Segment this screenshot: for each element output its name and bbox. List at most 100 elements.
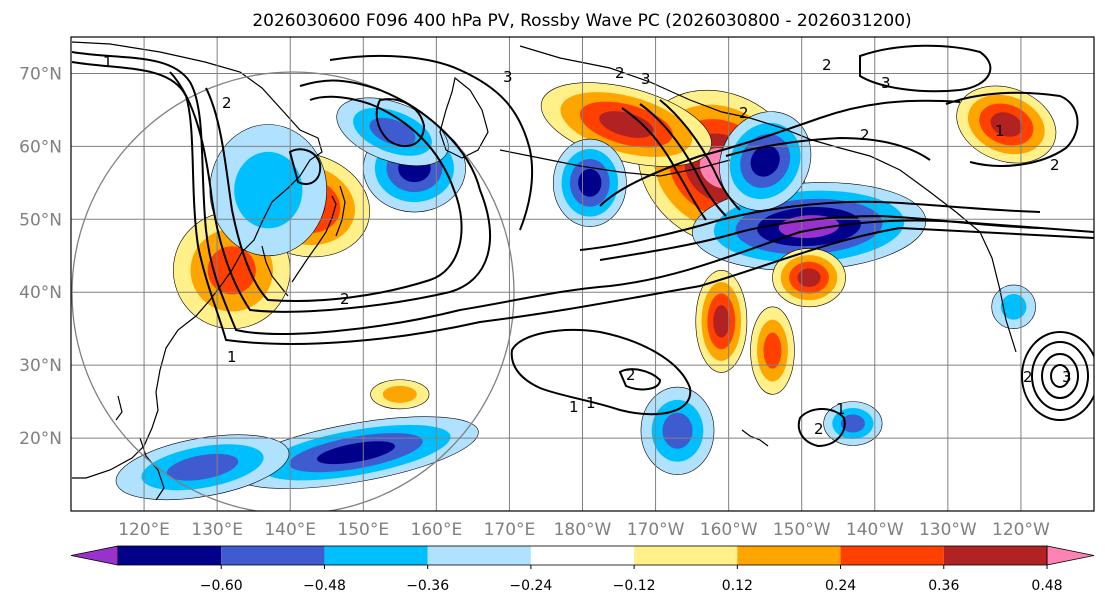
contour-label: 1: [586, 394, 596, 412]
colorbar-bin: [634, 546, 738, 565]
contour-label: 3: [641, 70, 651, 88]
pv-contour: [288, 148, 322, 185]
lon-tick-label: 150°W: [773, 520, 831, 540]
lat-tick-label: 50°N: [19, 210, 62, 230]
chart-title: 2026030600 F096 400 hPa PV, Rossby Wave …: [252, 11, 911, 31]
colorbar-bin: [943, 546, 1047, 565]
pc-shading-level: [840, 414, 865, 433]
contour-label: 2: [739, 104, 749, 122]
pv-contour: [329, 54, 534, 231]
coastline-korea: [261, 245, 289, 297]
pc-anomaly-negative: [823, 401, 883, 446]
lon-tick-label: 120°E: [118, 520, 170, 540]
contour-label: 2: [340, 290, 350, 308]
pc-shading-level: [797, 268, 821, 287]
contour-label: 2: [822, 56, 832, 74]
coastline-east-asia: [71, 41, 323, 479]
colorbar-tick-label: 0.36: [928, 578, 959, 594]
lon-tick-label: 180°W: [554, 520, 612, 540]
colorbar-bin: [530, 546, 635, 565]
pc-anomaly-positive: [956, 85, 1057, 164]
colorbar-tick-label: −0.36: [406, 578, 449, 594]
pv-contour: [621, 107, 707, 221]
pv-contour: [659, 99, 741, 211]
lon-tick-label: 130°E: [191, 520, 243, 540]
pc-shading-level: [763, 332, 782, 369]
coastline-taiwan: [115, 395, 123, 421]
colorbar-bin: [737, 546, 841, 565]
pv-contour: [618, 368, 662, 391]
lon-tick-label: 150°E: [337, 520, 389, 540]
lat-tick-label: 30°N: [19, 356, 62, 376]
colorbar-tick-label: −0.24: [509, 578, 552, 594]
coastline-alaska: [519, 45, 1017, 353]
pc-anomaly-negative: [209, 124, 328, 257]
latitude-labels: 70°N 60°N 50°N 40°N 30°N 20°N: [19, 64, 62, 449]
map-panel: 1 2 1 2 3 2 3 2 2 3 2 1 2 2 1 1 1 2 2 3: [71, 37, 1094, 511]
lon-tick-label: 160°E: [411, 520, 463, 540]
contour-label: 2: [222, 94, 232, 112]
contour-label: 1: [995, 122, 1005, 140]
colorbar-bin: [221, 546, 325, 565]
pc-shading-level: [317, 441, 395, 465]
colorbar-tick-label: −0.48: [303, 578, 346, 594]
longitude-labels: 120°E 130°E 140°E 150°E 160°E 170°E 180°W 170°W…: [118, 520, 1050, 540]
contour-label: 2: [814, 420, 824, 438]
colorbar-tick-label: 0.48: [1031, 578, 1062, 594]
lat-tick-label: 40°N: [19, 283, 62, 303]
pc-shading-level: [713, 305, 730, 338]
map-frame: [70, 36, 1095, 512]
coastlines: [71, 41, 1017, 501]
colorbar-tick-label: −0.12: [613, 578, 656, 594]
pc-shading-level: [1000, 294, 1027, 320]
contour-labels: 1 2 1 2 3 2 3 2 2 3 2 1 2 2 1 1 1 2 2 3: [103, 53, 1072, 438]
pc-anomaly-positive: [695, 270, 748, 373]
lat-tick-label: 20°N: [19, 429, 62, 449]
pv-contour: [71, 61, 1094, 345]
contour-label: 1: [103, 53, 113, 71]
pv-contour: [945, 91, 1079, 167]
pv-contour: [725, 136, 931, 161]
pc-anomaly-negative: [233, 416, 479, 489]
lon-tick-label: 140°W: [846, 520, 904, 540]
contour-label: 2: [1050, 156, 1060, 174]
pc-anomaly-positive: [750, 306, 795, 395]
coastline-sakhalin: [335, 185, 346, 237]
pc-shading-level: [369, 117, 416, 146]
colorbar-bin: [118, 546, 222, 565]
lon-tick-label: 120°W: [992, 520, 1050, 540]
pc-anomaly-negative: [719, 111, 812, 211]
pv-contour: [205, 87, 463, 303]
pv-contour: [169, 71, 491, 313]
pv-contour: [859, 44, 992, 93]
colorbar-bin: [840, 546, 944, 565]
pv-contour: [797, 408, 846, 448]
pc-shading-level: [662, 412, 693, 449]
contour-label: 3: [881, 74, 891, 92]
colorbar-extend-low: [70, 545, 119, 566]
pc-anomaly-positive: [370, 379, 430, 410]
pv-contour: [375, 98, 426, 148]
pv-contour: [1041, 353, 1079, 399]
lat-tick-label: 70°N: [19, 64, 62, 84]
coastline-japan: [291, 195, 337, 283]
colorbar-frame: [117, 545, 1048, 566]
pv-contour: [1031, 341, 1089, 411]
contour-label: 3: [1062, 368, 1072, 386]
pc-shading-level: [382, 385, 417, 403]
colorbar-extend-high: [1046, 545, 1095, 566]
lon-tick-label: 130°W: [919, 520, 977, 540]
colorbar-bin: [427, 546, 531, 565]
colorbar-bin: [324, 546, 428, 565]
pc-shading-level: [599, 111, 654, 138]
lon-tick-label: 170°W: [627, 520, 685, 540]
pc-anomaly-positive: [772, 248, 846, 308]
pc-anomaly-negative: [552, 138, 627, 227]
colorbar-tick-label: −0.60: [200, 578, 243, 594]
pc-anomaly-negative: [991, 284, 1036, 329]
contour-label: 1: [836, 400, 846, 418]
pv-contour: [510, 329, 692, 416]
pc-shading-level: [578, 168, 602, 197]
pv-contour: [71, 51, 1094, 335]
